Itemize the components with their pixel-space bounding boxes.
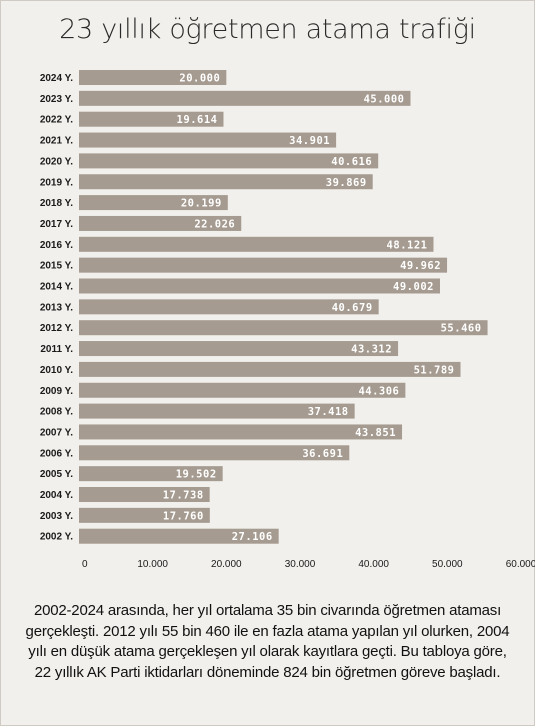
x-tick-label: 60.000 (506, 559, 535, 570)
value-label: 17.738 (163, 490, 204, 502)
category-label: 2007 Y. (40, 427, 73, 438)
x-tick-label: 10.000 (137, 559, 168, 570)
x-tick-label: 0 (82, 559, 88, 570)
category-label: 2010 Y. (40, 365, 73, 376)
bar (79, 320, 488, 336)
value-label: 34.901 (289, 135, 330, 147)
bar (79, 507, 210, 523)
bar (79, 257, 448, 273)
bar (79, 236, 434, 252)
bar (79, 195, 228, 211)
value-label: 40.616 (331, 156, 372, 168)
category-label: 2013 Y. (40, 302, 73, 313)
bar (79, 111, 224, 127)
category-label: 2021 Y. (40, 136, 73, 147)
bar (79, 403, 355, 419)
value-label: 19.614 (177, 114, 218, 126)
category-label: 2009 Y. (40, 386, 73, 397)
value-label: 39.869 (326, 177, 367, 189)
bar (79, 153, 379, 169)
bar (79, 424, 403, 440)
value-label: 43.851 (355, 427, 396, 439)
value-label: 17.760 (163, 510, 204, 522)
bar (79, 528, 279, 544)
value-label: 49.002 (393, 281, 434, 293)
value-label: 45.000 (364, 93, 405, 105)
bar (79, 299, 379, 315)
x-tick-label: 20.000 (211, 559, 242, 570)
bar (79, 341, 399, 357)
category-label: 2004 Y. (40, 490, 73, 501)
x-tick-label: 50.000 (432, 559, 463, 570)
value-label: 40.679 (332, 302, 373, 314)
value-label: 49.962 (400, 260, 441, 272)
category-label: 2017 Y. (40, 219, 73, 230)
bar (79, 132, 337, 148)
x-tick-label: 40.000 (358, 559, 389, 570)
x-tick-label: 30.000 (285, 559, 316, 570)
category-label: 2023 Y. (40, 94, 73, 105)
value-label: 51.789 (414, 364, 455, 376)
value-label: 43.312 (351, 344, 392, 356)
category-label: 2011 Y. (40, 344, 73, 355)
category-label: 2020 Y. (40, 156, 73, 167)
bar (79, 174, 373, 190)
category-label: 2006 Y. (40, 448, 73, 459)
category-label: 2014 Y. (40, 282, 73, 293)
category-label: 2008 Y. (40, 407, 73, 418)
bar (79, 466, 223, 482)
category-label: 2024 Y. (40, 73, 73, 84)
value-label: 36.691 (302, 448, 343, 460)
category-label: 2012 Y. (40, 323, 73, 334)
value-label: 55.460 (441, 323, 482, 335)
bar (79, 278, 440, 294)
bar (79, 382, 406, 398)
bar (79, 487, 210, 502)
category-label: 2022 Y. (40, 115, 73, 126)
category-label: 2003 Y. (40, 511, 73, 522)
bar-chart: 2024 Y. 20.000 2023 Y. 45.000 2022 Y. 19.614 2… (40, 70, 535, 570)
bar (79, 215, 242, 231)
category-label: 2002 Y. (40, 532, 73, 543)
bar (79, 361, 461, 377)
category-label: 2018 Y. (40, 198, 73, 209)
category-label: 2016 Y. (40, 240, 73, 251)
value-label: 20.199 (181, 198, 222, 210)
value-label: 22.026 (194, 218, 235, 230)
bar (79, 90, 411, 106)
value-label: 20.000 (179, 73, 220, 85)
chart-title: 23 yıllık öğretmen atama trafiği (59, 14, 476, 45)
value-label: 37.418 (308, 406, 349, 418)
value-label: 48.121 (387, 239, 428, 251)
value-label: 19.502 (176, 469, 217, 481)
bar (79, 445, 350, 461)
chart-caption: 2002-2024 arasında, her yıl ortalama 35 … (25, 602, 510, 681)
bar (79, 70, 227, 85)
category-label: 2015 Y. (40, 261, 73, 272)
category-label: 2019 Y. (40, 177, 73, 188)
value-label: 44.306 (358, 385, 399, 397)
value-label: 27.106 (232, 531, 273, 543)
category-label: 2005 Y. (40, 469, 73, 480)
